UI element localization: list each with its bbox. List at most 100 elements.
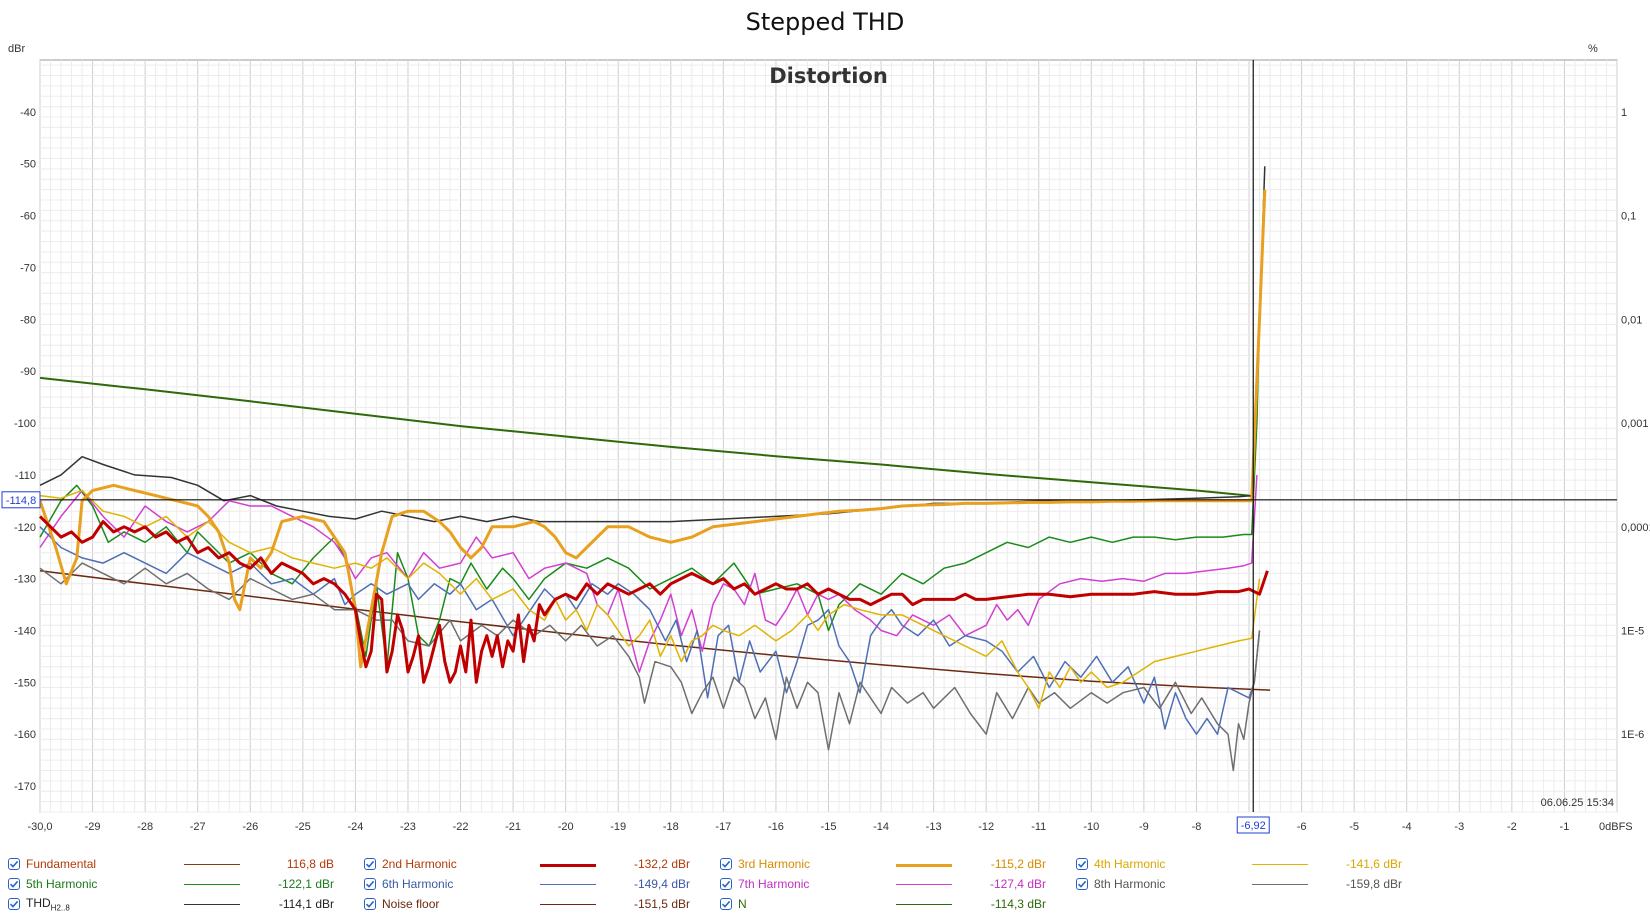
legend-value: -151,5 dBr xyxy=(633,897,690,911)
legend-swatch xyxy=(896,864,952,867)
checkbox-checked-icon[interactable] xyxy=(364,878,376,890)
x-tick-label: -20 xyxy=(558,821,574,833)
legend-swatch xyxy=(896,884,952,885)
x-tick-label: -3 xyxy=(1454,821,1464,833)
checkbox-checked-icon[interactable] xyxy=(720,858,732,870)
x-tick-label: -15 xyxy=(821,821,837,833)
y-tick-label-left: -140 xyxy=(14,625,36,637)
legend-swatch xyxy=(540,884,596,885)
x-tick-label: -27 xyxy=(190,821,206,833)
legend-value: -114,1 dBr xyxy=(278,897,334,911)
timestamp: 06.06.25 15:34 xyxy=(1541,797,1614,809)
legend-swatch xyxy=(184,904,240,905)
series-line-4th-harmonic xyxy=(39,489,1261,710)
y-tick-label-left: -130 xyxy=(14,574,36,586)
x-tick-label: -17 xyxy=(715,821,731,833)
y-tick-label-left: -150 xyxy=(14,677,36,689)
legend-swatch xyxy=(1252,864,1308,865)
checkbox-checked-icon[interactable] xyxy=(8,878,20,890)
x-tick-label: -18 xyxy=(663,821,679,833)
checkbox-checked-icon[interactable] xyxy=(8,898,20,910)
x-tick-label: -14 xyxy=(873,821,889,833)
y-tick-label-right: 0,001 xyxy=(1621,418,1649,430)
y-axis-label-right: % xyxy=(1588,43,1598,55)
checkbox-checked-icon[interactable] xyxy=(1076,858,1088,870)
x-tick-label: -23 xyxy=(400,821,416,833)
x-tick-label: -2 xyxy=(1507,821,1517,833)
checkbox-checked-icon[interactable] xyxy=(720,878,732,890)
legend-item[interactable]: THDH2..8 xyxy=(8,895,70,913)
x-tick-label: -22 xyxy=(453,821,469,833)
y-tick-label-left: -160 xyxy=(14,729,36,741)
series-line-8th-harmonic xyxy=(39,562,1261,772)
cursor-x-label: -6,92 xyxy=(1241,820,1266,832)
legend-item-label: 5th Harmonic xyxy=(26,877,98,891)
series-line-n xyxy=(39,376,1255,499)
checkbox-checked-icon[interactable] xyxy=(1076,878,1088,890)
cursor-x-label-box xyxy=(1236,816,1270,834)
legend-item-label: Noise floor xyxy=(382,897,440,911)
x-tick-label: -13 xyxy=(926,821,942,833)
y-tick-label-left: -60 xyxy=(20,211,36,223)
legend-item-label: THDH2..8 xyxy=(26,895,70,913)
legend-value: -115,2 dBr xyxy=(990,857,1046,871)
legend-value: -132,2 dBr xyxy=(633,857,690,871)
legend-value: -114,3 dBr xyxy=(990,897,1046,911)
y-tick-label-left: -50 xyxy=(20,159,36,171)
y-tick-label-right: 0,01 xyxy=(1621,314,1642,326)
x-tick-label: -4 xyxy=(1402,821,1412,833)
legend-item[interactable]: 7th Harmonic xyxy=(720,875,809,893)
legend-value: -149,4 dBr xyxy=(633,877,690,891)
legend-value: -122,1 dBr xyxy=(277,877,334,891)
y-tick-label-right: 0,1 xyxy=(1621,211,1636,223)
y-tick-label-left: -110 xyxy=(15,470,36,482)
legend-swatch xyxy=(1252,884,1308,885)
checkbox-checked-icon[interactable] xyxy=(8,858,20,870)
legend-item-label: Fundamental xyxy=(26,857,97,871)
x-tick-label: -29 xyxy=(85,821,101,833)
x-tick-label: -16 xyxy=(768,821,784,833)
legend-item[interactable]: 3rd Harmonic xyxy=(720,855,810,873)
checkbox-checked-icon[interactable] xyxy=(720,898,732,910)
legend-item[interactable]: 5th Harmonic xyxy=(8,875,97,893)
y-tick-label-left: -90 xyxy=(20,366,36,378)
legend-item-label: 6th Harmonic xyxy=(382,877,454,891)
checkbox-checked-icon[interactable] xyxy=(364,898,376,910)
legend-swatch xyxy=(540,904,596,905)
cursor-y-label: -114,8 xyxy=(6,495,36,507)
y-tick-label-left: -70 xyxy=(20,262,36,274)
legend-item[interactable]: N xyxy=(720,895,747,913)
legend: Fundamental 116,8 dB 2nd Harmonic -132,2 dB… xyxy=(0,853,1650,919)
series-line-5th-harmonic xyxy=(39,319,1261,668)
legend-item-label: 4th Harmonic xyxy=(1094,857,1166,871)
x-tick-label: -28 xyxy=(137,821,153,833)
x-tick-label: -10 xyxy=(1083,821,1099,833)
x-tick-label: -8 xyxy=(1192,821,1202,833)
x-tick-label: -1 xyxy=(1560,821,1570,833)
x-tick-label: -5 xyxy=(1349,821,1359,833)
series-line-7th-harmonic xyxy=(39,474,1258,673)
legend-item[interactable]: 6th Harmonic xyxy=(364,875,453,893)
legend-value: -159,8 dBr xyxy=(1345,877,1402,891)
legend-item[interactable]: 2nd Harmonic xyxy=(364,855,457,873)
checkbox-checked-icon[interactable] xyxy=(364,858,376,870)
legend-item-label: 8th Harmonic xyxy=(1094,877,1166,891)
y-tick-label-left: -100 xyxy=(14,418,36,430)
series-line-2nd-harmonic xyxy=(38,515,1269,684)
legend-item-label-subscript: H2..8 xyxy=(50,903,70,913)
x-tick-label: -30,0 xyxy=(27,821,52,833)
chart-plot[interactable]: dBr % -40 -50 -60 -70 -80 -90 -100 -110 -120 -130 -1… xyxy=(0,0,1650,853)
x-tick-label: 0dBFS xyxy=(1599,821,1633,833)
legend-item[interactable]: 8th Harmonic xyxy=(1076,875,1165,893)
legend-item[interactable]: Fundamental xyxy=(8,855,96,873)
x-tick-label: -9 xyxy=(1139,821,1149,833)
x-tick-label: -24 xyxy=(347,821,363,833)
legend-item[interactable]: 4th Harmonic xyxy=(1076,855,1165,873)
y-tick-label-left: -120 xyxy=(14,522,36,534)
cursor-y-label-box xyxy=(1,491,41,509)
legend-item-label: N xyxy=(738,897,747,911)
x-tick-label: -11 xyxy=(1031,821,1046,833)
legend-item[interactable]: Noise floor xyxy=(364,895,439,913)
y-tick-label-right: 1E-5 xyxy=(1621,625,1644,637)
